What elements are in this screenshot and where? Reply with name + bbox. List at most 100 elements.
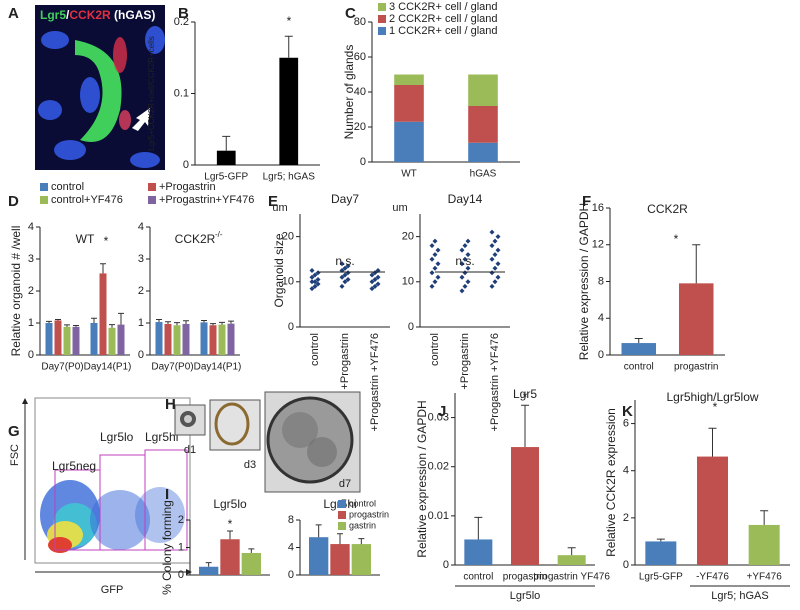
dot	[345, 277, 351, 283]
panel-letter: C	[345, 5, 356, 22]
bar	[90, 323, 98, 355]
dot	[345, 263, 351, 269]
panel-letter: I	[165, 486, 169, 503]
chart-title: Day7	[331, 192, 359, 206]
error-bar	[760, 510, 769, 525]
chart: CCK2R -/- 0 1 2 3 4 Day7(P0) Day14(P1)	[138, 221, 242, 373]
chart: K Lgr5high/Lgr5low Relative CCK2R expressi…	[604, 390, 790, 602]
dot	[432, 252, 438, 258]
bar	[557, 555, 586, 565]
chart: C Number of glands 0 20 40 60 80 WT hGAS 3 CCK2R+…	[342, 1, 520, 180]
axis-label: FSC	[9, 444, 21, 466]
x-tick-label: Day7(P0)	[41, 362, 83, 373]
y-tick-label: 6	[623, 417, 629, 429]
dot	[339, 283, 345, 289]
y-tick-label: 10	[402, 276, 414, 288]
legend-swatch	[338, 522, 346, 530]
error-bar	[156, 318, 162, 323]
y-axis-label: Relative CCK2R expression	[604, 408, 618, 557]
legend-swatch	[40, 196, 48, 204]
x-tick-label: +Progastrin	[459, 333, 471, 390]
dot	[462, 243, 468, 249]
bar	[216, 150, 236, 165]
dot	[462, 256, 468, 262]
annotation: n.s.	[335, 254, 354, 268]
y-tick-label: 3	[138, 253, 144, 265]
bar	[209, 325, 217, 355]
y-axis-label: Lgr5+CCK2R+cell/CCK2R+cells	[147, 36, 156, 151]
error-bar	[109, 324, 115, 328]
legend-label: control	[51, 181, 84, 193]
y-tick-label: 0.1	[174, 87, 189, 99]
annotation: n.s.	[455, 254, 474, 268]
axis	[454, 393, 595, 566]
y-tick-label: 1	[138, 317, 144, 329]
error-bar	[183, 320, 189, 324]
y-tick-label: 0	[28, 349, 34, 361]
legend-swatch	[378, 3, 386, 11]
bar-segment	[468, 74, 498, 106]
error-bar	[210, 323, 216, 326]
y-tick-label: 10	[282, 276, 294, 288]
dot	[309, 268, 315, 273]
dot	[462, 270, 468, 276]
dot	[429, 283, 435, 289]
y-axis-label: % Colony forming	[160, 500, 174, 595]
legend-swatch	[40, 183, 48, 191]
error-bar	[358, 538, 365, 545]
x-tick-label: control	[309, 333, 321, 366]
error-bar	[174, 322, 180, 326]
axis	[299, 214, 390, 328]
y-tick-label: 0	[623, 559, 629, 571]
panel-letter: B	[178, 5, 189, 22]
dot	[372, 277, 378, 283]
dot	[342, 279, 348, 285]
y-tick-label: 20	[402, 231, 414, 243]
bar	[164, 323, 172, 355]
panel-letter: A	[8, 5, 19, 22]
x-tick-label: control	[463, 572, 493, 583]
bar	[99, 273, 107, 355]
panel-letter: K	[622, 403, 633, 420]
error-bar	[73, 325, 79, 327]
error-bar	[656, 538, 665, 542]
dot	[495, 261, 501, 267]
chart-title: Day14	[448, 192, 483, 206]
chart-title: WT	[76, 232, 95, 246]
bar	[748, 524, 780, 565]
axis	[419, 214, 510, 328]
chart: Lgr5hi048controlprogastringastrin	[288, 497, 389, 581]
chart: B Lgr5+CCK2R+cell/CCK2R+cells 0 0.1 0.2 Lgr5-…	[147, 5, 320, 183]
dot	[492, 265, 498, 271]
error-bar	[521, 404, 529, 448]
dot	[489, 270, 495, 276]
panel-a-image: Lgr5/CCK2R (hGAS)	[35, 5, 165, 170]
dot	[429, 256, 435, 262]
chart-title-sup: -/-	[215, 230, 223, 239]
y-tick-label: 1	[28, 317, 34, 329]
bar	[117, 324, 125, 355]
x-tick-label: Day14(P1)	[84, 362, 132, 373]
legend-label: +Progastrin	[159, 181, 216, 193]
dot	[459, 261, 465, 267]
chart: E Day7 Organoid size um 0 10 20 control +Progast…	[268, 192, 390, 431]
x-tick-label: Day7(P0)	[151, 362, 193, 373]
day-label: d7	[339, 478, 351, 490]
annotation: *	[104, 234, 109, 248]
legend-swatch	[378, 15, 386, 23]
y-tick-label: 0	[138, 349, 144, 361]
y-tick-label: 2	[28, 285, 34, 297]
axis	[194, 22, 320, 166]
dot	[462, 283, 468, 289]
dot	[465, 252, 471, 258]
bar	[199, 566, 219, 575]
dot	[429, 270, 435, 276]
y-axis-label: Relative expression / GAPDH	[577, 203, 591, 360]
chart: J Lgr5 Relative expression / GAPDH 0 0.01 0.0…	[415, 387, 610, 602]
dot	[492, 279, 498, 285]
group-label: Lgr5lo	[510, 590, 541, 602]
dot	[489, 256, 495, 262]
y-tick-label: 4	[28, 221, 34, 233]
bar	[54, 320, 62, 355]
